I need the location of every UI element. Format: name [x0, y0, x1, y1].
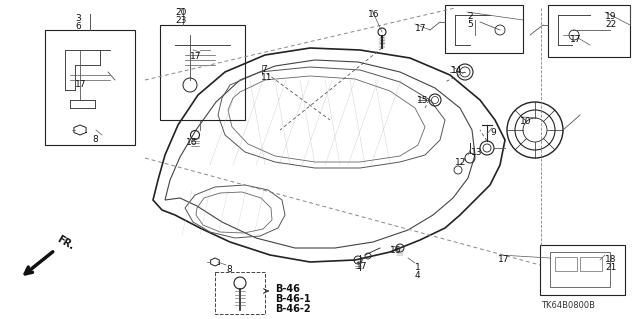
Text: 1: 1: [415, 263, 420, 272]
Text: 13: 13: [471, 148, 483, 157]
Text: 16: 16: [390, 246, 401, 255]
Text: 23: 23: [175, 16, 186, 25]
Text: 4: 4: [415, 271, 420, 280]
Bar: [160, 25, 245, 120]
Text: 14: 14: [451, 66, 462, 75]
Text: B-46-2: B-46-2: [275, 304, 310, 314]
Text: 20: 20: [175, 8, 186, 17]
Text: 9: 9: [490, 128, 496, 137]
Text: 3: 3: [75, 14, 81, 23]
Text: 6: 6: [75, 22, 81, 31]
Text: 15: 15: [417, 96, 429, 105]
Text: 12: 12: [455, 158, 467, 167]
Bar: [45, 30, 135, 145]
Text: 16: 16: [368, 10, 380, 19]
Text: B-46-1: B-46-1: [275, 294, 310, 304]
Bar: [215, 272, 265, 314]
Text: 22: 22: [605, 20, 616, 29]
Text: 11: 11: [261, 73, 273, 82]
Text: 17: 17: [498, 255, 509, 264]
Bar: [550, 252, 610, 287]
Text: 17: 17: [570, 35, 582, 44]
Text: 5: 5: [467, 20, 473, 29]
Text: 16: 16: [186, 138, 198, 147]
Text: 19: 19: [605, 12, 616, 21]
Text: B-46: B-46: [275, 284, 300, 294]
Text: 2: 2: [467, 12, 472, 21]
Text: 18: 18: [605, 255, 616, 264]
Text: 17: 17: [415, 24, 426, 33]
Text: 17: 17: [190, 52, 202, 61]
Text: TK64B0800B: TK64B0800B: [541, 301, 595, 310]
Text: 8: 8: [92, 135, 98, 144]
Text: 8: 8: [226, 265, 232, 274]
Text: FR.: FR.: [55, 234, 76, 252]
Bar: [540, 245, 625, 295]
Bar: [555, 257, 577, 271]
Bar: [548, 5, 630, 57]
Text: 17: 17: [356, 262, 367, 271]
Text: 7: 7: [261, 65, 267, 74]
Text: 21: 21: [605, 263, 616, 272]
Bar: [580, 257, 602, 271]
Bar: [445, 5, 523, 53]
Text: 10: 10: [520, 117, 531, 126]
Text: 17: 17: [75, 80, 86, 89]
